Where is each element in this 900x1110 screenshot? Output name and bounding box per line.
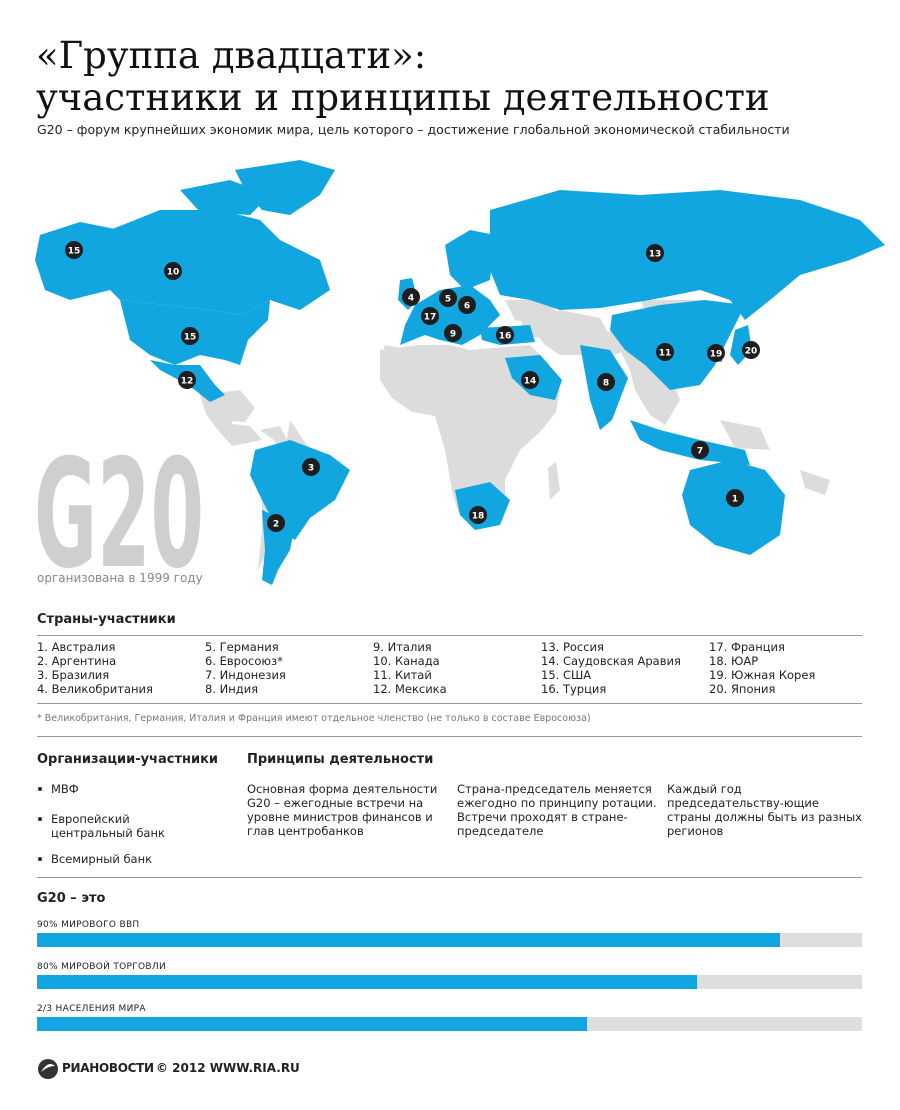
divider [37,635,862,636]
non-member-land [198,300,830,570]
marker-label: 13 [649,250,662,260]
marker-label: 4 [408,294,414,304]
marker-label: 1 [732,495,738,505]
marker-label: 14 [524,377,537,387]
principle: Основная форма деятельности G20 – ежегод… [247,782,438,838]
marker [726,489,744,507]
member: 11. Китай [373,668,432,682]
marker-label: 5 [445,295,451,305]
g20-logo: G20 [34,450,204,580]
bar-label: 80% мировой торговли [37,962,166,972]
logo-icon [38,1059,58,1079]
title-line: участники и принципы деятельности [36,76,770,119]
marker [691,441,709,459]
member-land [35,160,885,585]
marker [181,327,199,345]
marker [302,458,320,476]
bullet [38,787,42,791]
marker [496,326,514,344]
principle: Страна-председатель меняется ежегодно по… [457,782,657,838]
marker-label: 8 [603,379,609,389]
marker-label: 7 [697,447,703,457]
divider [37,736,862,737]
member: 17. Франция [709,640,785,654]
marker-label: 15 [184,333,197,343]
marker-label: 9 [450,330,456,340]
marker-label: 11 [659,349,672,359]
marker [65,241,83,259]
organizations-title: Организации-участники [37,752,219,767]
marker [656,343,674,361]
marker [469,506,487,524]
marker [742,341,760,359]
bar [37,1017,588,1031]
bullet [38,817,42,821]
member: 19. Южная Корея [709,668,816,682]
marker [444,324,462,342]
bar-label: 2/3 населения мира [37,1004,146,1014]
member: 14. Саудовская Аравия [541,654,681,668]
marker-label: 19 [710,350,723,360]
member: 2. Аргентина [37,654,117,668]
member: 16. Турция [541,682,607,696]
marker-label: 10 [167,268,180,278]
bar [37,975,697,989]
marker [267,514,285,532]
marker [458,296,476,314]
brand: РИАНОВОСТИ [62,1061,154,1075]
member: 6. Евросоюз* [205,654,283,668]
member: 15. США [541,668,592,682]
stats-title: G20 – это [37,891,106,906]
marker-label: 15 [68,247,81,257]
founded: организована в 1999 году [37,571,203,585]
marker [521,371,539,389]
marker-label: 18 [472,512,485,522]
marker [402,288,420,306]
organization: МВФ [51,782,79,796]
divider [37,703,862,704]
member: 1. Австралия [37,640,116,654]
member: 13. Россия [541,640,604,654]
member: 7. Индонезия [205,668,286,682]
footnote: * Великобритания, Германия, Италия и Фра… [37,713,591,724]
title-line: «Группа двадцати»: [36,34,427,77]
marker [421,307,439,325]
marker [178,371,196,389]
marker-label: 16 [499,332,512,342]
principles-title: Принципы деятельности [247,752,434,767]
organization: Всемирный банк [51,852,153,866]
organization: Европейский центральный банк [51,812,165,840]
subtitle: G20 – форум крупнейших экономик мира, це… [37,122,790,137]
member: 20. Япония [709,682,776,696]
marker-label: 6 [464,302,470,312]
marker [164,262,182,280]
principle: Каждый год председательству-ющие страны … [667,782,862,838]
marker-label: 2 [273,520,279,530]
member: 18. ЮАР [709,654,759,668]
member: 3. Бразилия [37,668,110,682]
marker-label: 12 [181,377,194,387]
member: 4. Великобритания [37,682,153,696]
marker [646,244,664,262]
member: 12. Мексика [373,682,447,696]
member: 5. Германия [205,640,279,654]
marker [707,344,725,362]
marker [439,289,457,307]
marker-label: 3 [308,464,314,474]
members-title: Страны-участники [37,612,176,627]
bar-label: 90% мирового ВВП [37,920,140,930]
divider [37,877,862,878]
marker [597,373,615,391]
world-map: 15 10 15 12 4 5 6 17 9 16 13 11 19 20 14 8 7 3 2 18 1 [35,160,885,585]
marker-label: 20 [745,347,758,357]
member: 8. Индия [205,682,259,696]
g20-logo-text: G20 [34,450,204,580]
bullet [38,857,42,861]
copyright: © 2012 WWW.RIA.RU [156,1061,300,1075]
member: 10. Канада [373,654,440,668]
marker-label: 17 [424,313,437,323]
member: 9. Италия [373,640,432,654]
bar [37,933,780,947]
